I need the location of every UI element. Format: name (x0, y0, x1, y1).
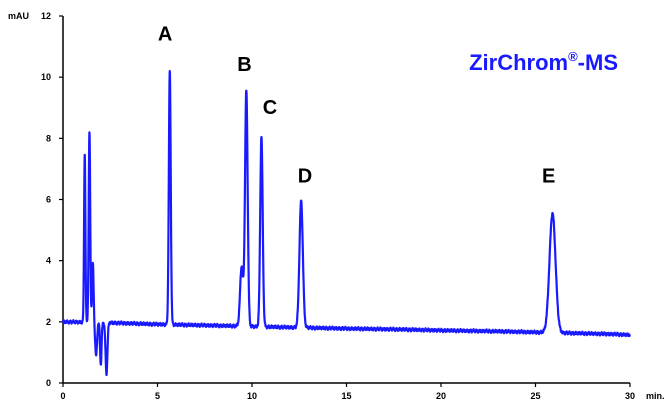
y-ticks: 0 2 4 6 8 10 12 (41, 11, 63, 388)
x-tick-label: 20 (436, 391, 446, 401)
x-tick-label: 25 (530, 391, 540, 401)
y-tick-label: 10 (41, 72, 51, 82)
peak-label-d: D (298, 166, 312, 188)
peak-label-c: C (263, 97, 277, 119)
y-unit-label: mAU (8, 11, 29, 21)
brand-suffix: -MS (578, 50, 618, 75)
brand-mark: ® (568, 49, 578, 64)
x-tick-label: 5 (155, 391, 160, 401)
x-tick-label: 10 (247, 391, 257, 401)
y-tick-label: 2 (46, 317, 51, 327)
y-tick-label: 6 (46, 195, 51, 205)
x-unit-label: min. (646, 391, 665, 401)
brand-name: ZirChrom (469, 50, 568, 75)
chromatogram-trace (61, 70, 632, 377)
y-tick-label: 0 (46, 378, 51, 388)
y-tick-label: 4 (46, 256, 51, 266)
peak-label-b: B (237, 54, 251, 76)
x-tick-label: 0 (60, 391, 65, 401)
x-ticks: 0 5 10 15 20 25 30 (60, 383, 635, 401)
brand-label: ZirChrom®-MS (469, 49, 618, 75)
peak-labels: A BC D E (158, 23, 556, 187)
y-tick-label: 12 (41, 11, 51, 21)
x-tick-label: 15 (341, 391, 351, 401)
peak-label-a: A (158, 23, 172, 45)
peak-label-e: E (542, 166, 555, 188)
y-tick-label: 8 (46, 133, 51, 143)
x-tick-label: 30 (625, 391, 635, 401)
